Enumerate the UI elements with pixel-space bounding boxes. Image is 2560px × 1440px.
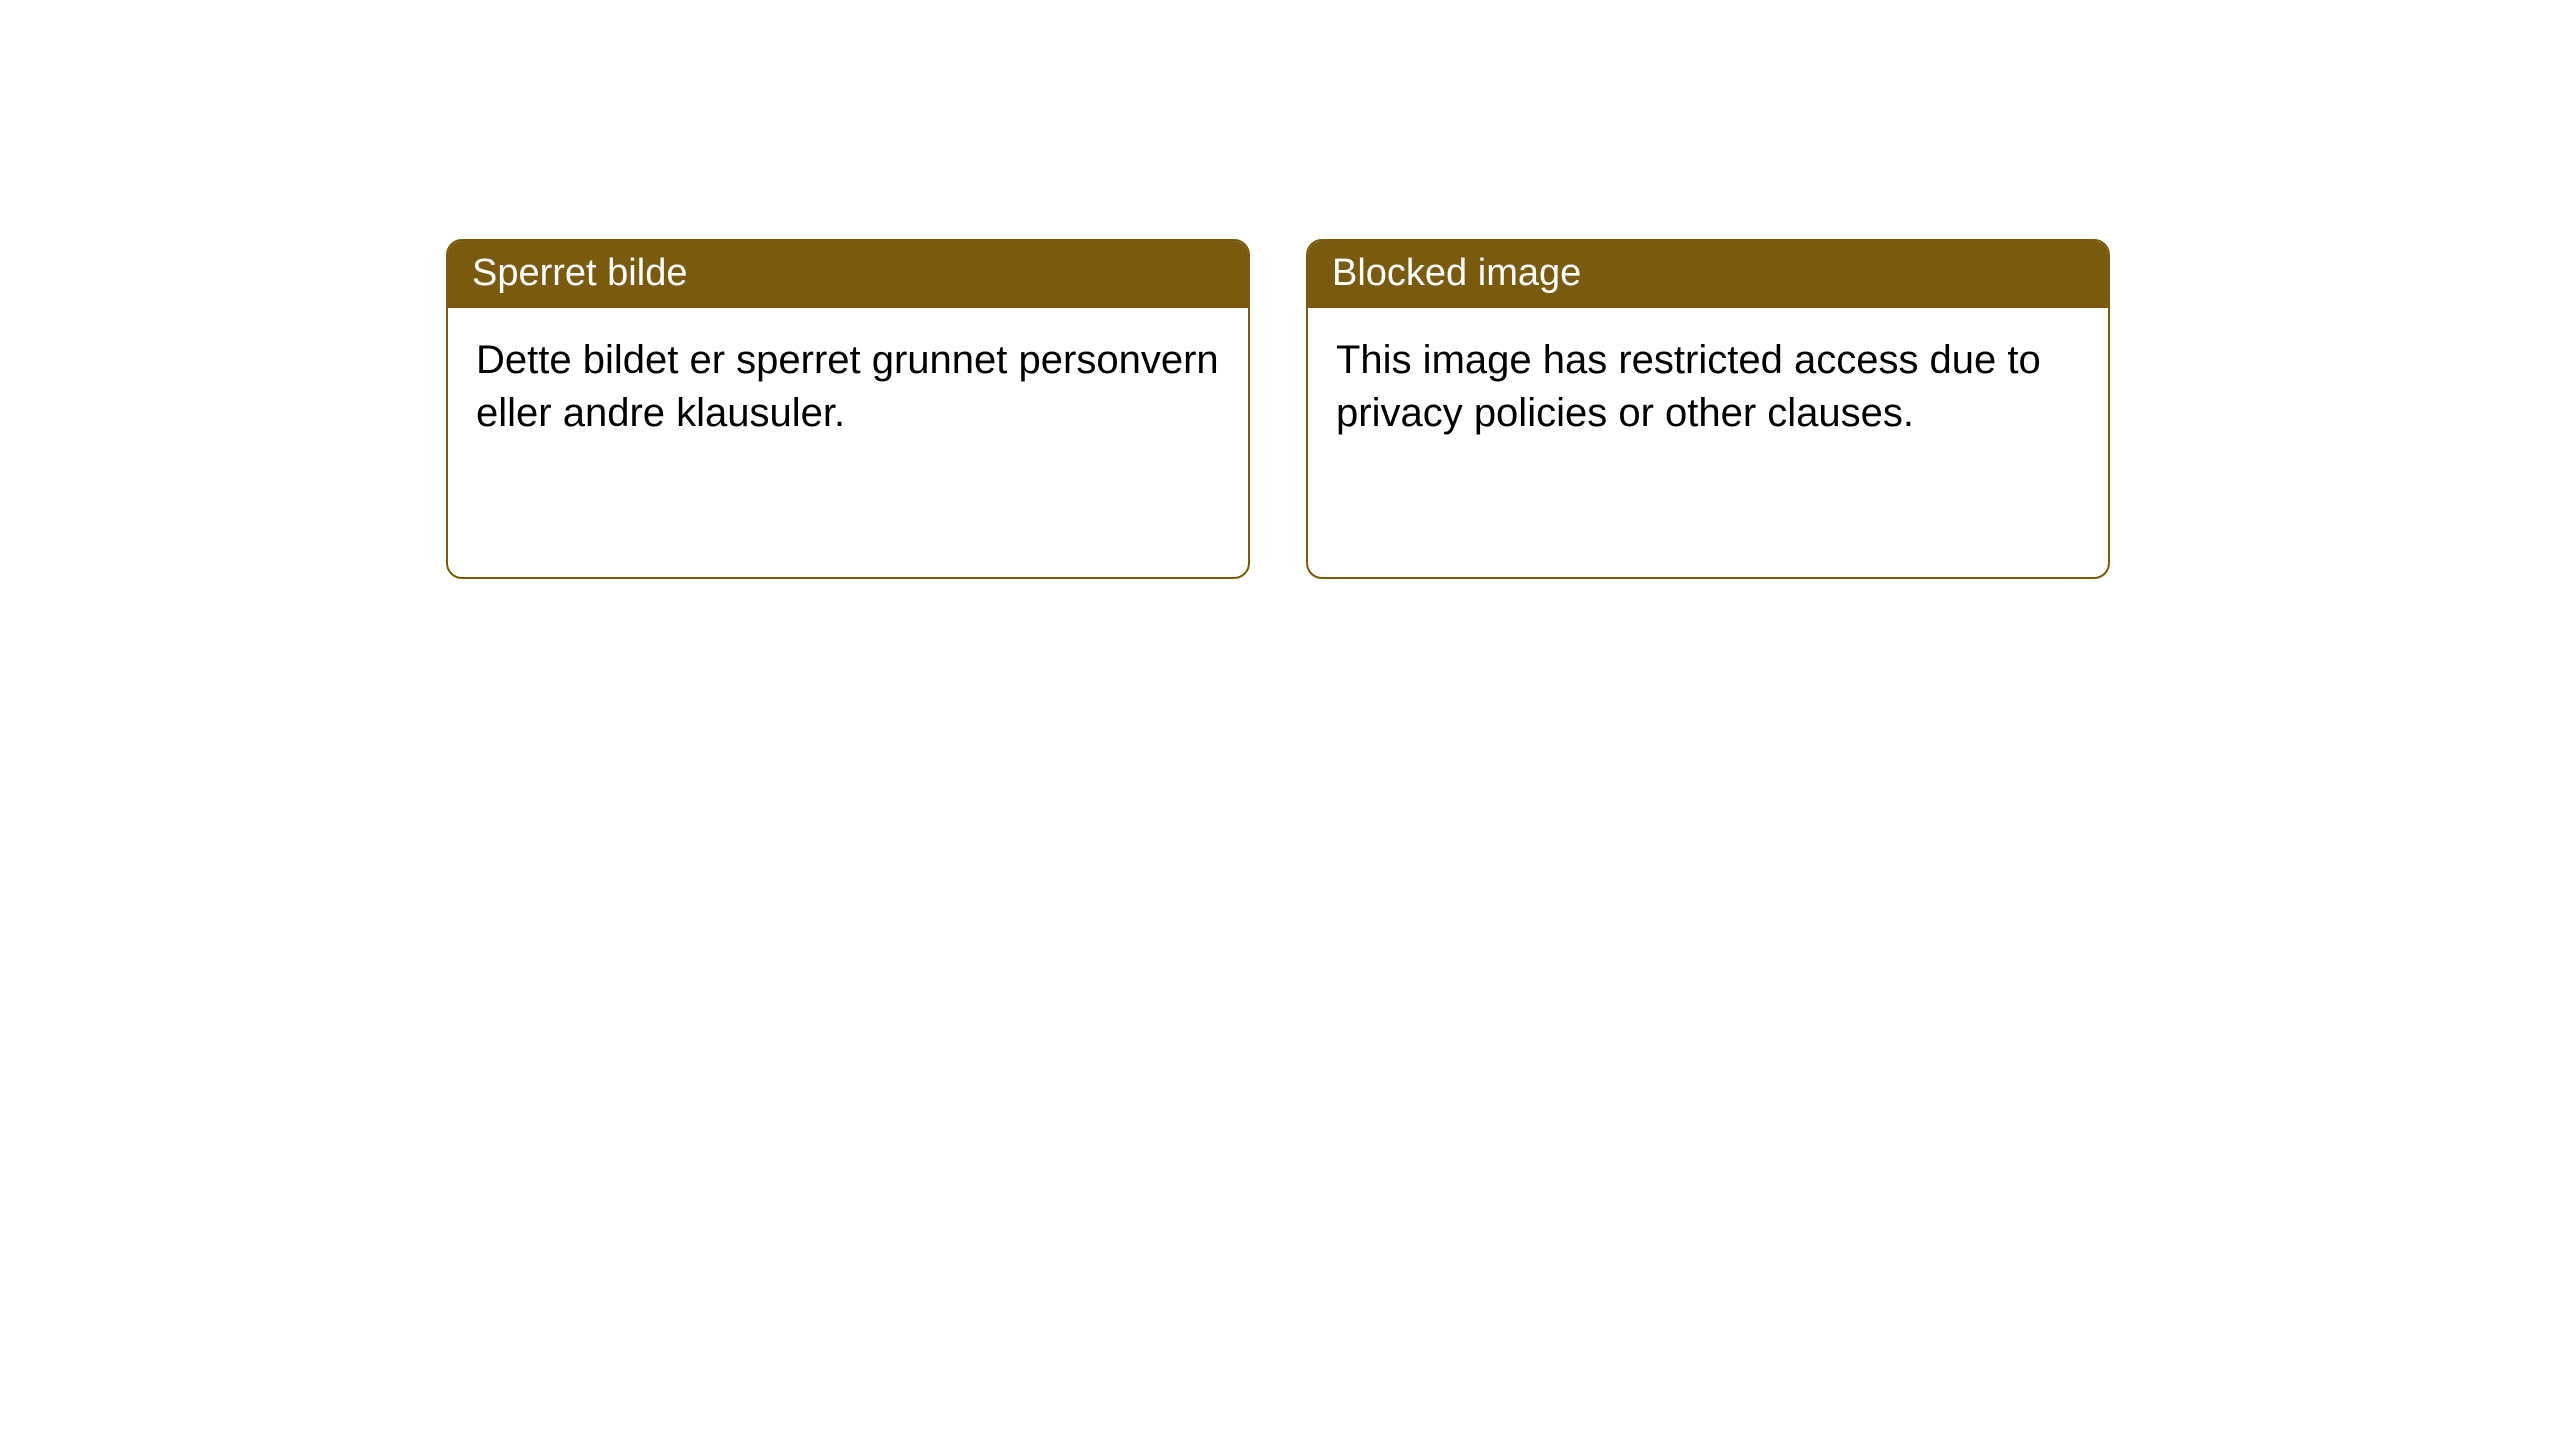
card-title: Blocked image (1332, 252, 1581, 294)
notice-container: Sperret bilde Dette bildet er sperret gr… (446, 239, 2110, 579)
card-header: Sperret bilde (448, 241, 1248, 308)
notice-card-norwegian: Sperret bilde Dette bildet er sperret gr… (446, 239, 1250, 579)
card-header: Blocked image (1308, 241, 2108, 308)
notice-card-english: Blocked image This image has restricted … (1306, 239, 2110, 579)
card-title: Sperret bilde (472, 252, 687, 294)
card-message: This image has restricted access due to … (1336, 338, 2041, 435)
card-message: Dette bildet er sperret grunnet personve… (476, 338, 1219, 435)
card-body: This image has restricted access due to … (1308, 308, 2108, 466)
card-body: Dette bildet er sperret grunnet personve… (448, 308, 1248, 466)
